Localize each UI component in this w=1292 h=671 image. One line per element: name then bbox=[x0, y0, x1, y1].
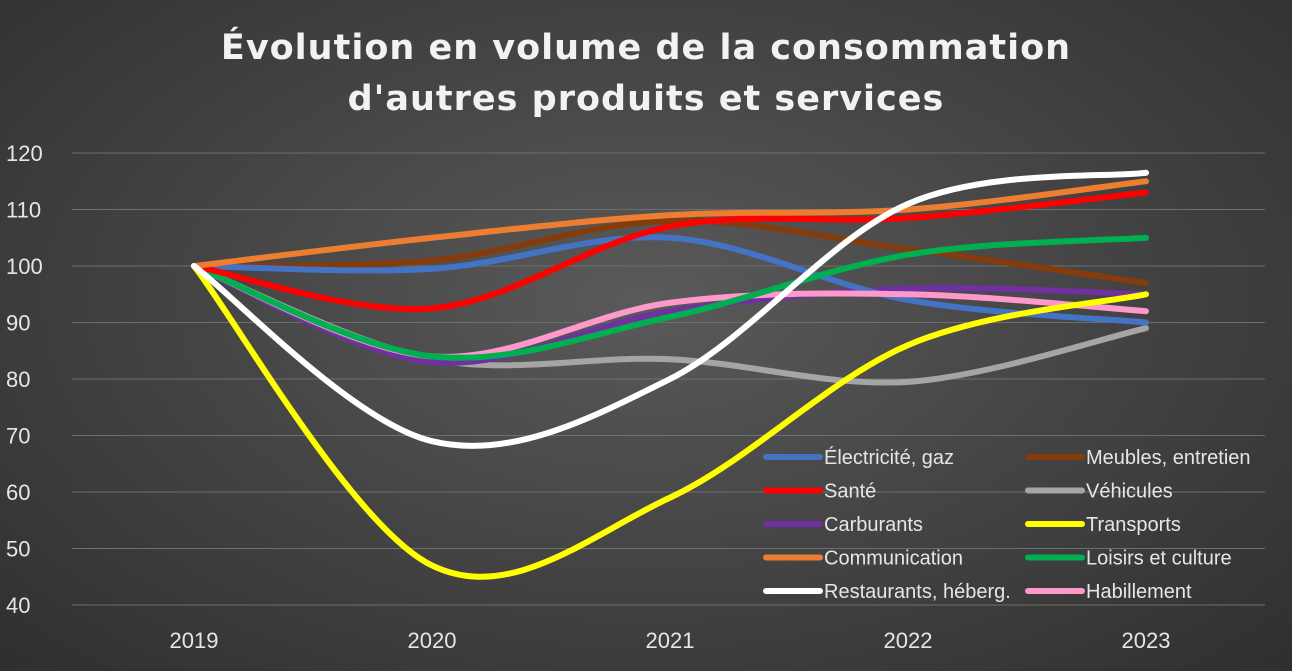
legend-label: Électricité, gaz bbox=[824, 446, 954, 469]
y-tick-label: 60 bbox=[6, 480, 30, 505]
series-line-electricite-gaz bbox=[191, 234, 1149, 326]
chart-title-line-1: Évolution en volume de la consommation bbox=[221, 26, 1071, 68]
y-tick-label: 50 bbox=[6, 537, 30, 562]
series-line-vehicules bbox=[191, 263, 1149, 386]
chart-title-line-2: d'autres produits et services bbox=[348, 79, 945, 119]
legend-label: Transports bbox=[1086, 514, 1181, 536]
y-tick-label: 110 bbox=[6, 198, 41, 223]
legend-label: Santé bbox=[824, 481, 876, 503]
x-axis-tick-labels: 2019 2020 2021 2022 2023 bbox=[170, 628, 1171, 653]
series-line-communication bbox=[191, 178, 1149, 269]
series-line-loisirs-et-culture bbox=[191, 234, 1149, 361]
legend-label: Carburants bbox=[824, 514, 923, 536]
y-tick-label: 40 bbox=[6, 593, 30, 618]
legend-label: Véhicules bbox=[1086, 481, 1173, 503]
series-line-meubles-entretien bbox=[191, 217, 1149, 286]
legend-label: Loisirs et culture bbox=[1086, 548, 1232, 570]
y-tick-label: 80 bbox=[6, 367, 30, 392]
series-line-transports bbox=[191, 263, 1149, 580]
y-axis-tick-labels: 40 50 60 70 80 90 100 110 120 bbox=[6, 141, 43, 618]
legend-label: Meubles, entretien bbox=[1086, 447, 1251, 469]
legend-label: Restaurants, héberg. bbox=[824, 581, 1011, 603]
y-tick-label: 70 bbox=[6, 424, 30, 449]
x-tick-label: 2020 bbox=[408, 628, 457, 653]
series-line-carburants bbox=[191, 263, 1149, 366]
y-tick-label: 90 bbox=[6, 311, 30, 336]
series-lines bbox=[191, 169, 1149, 580]
x-tick-label: 2023 bbox=[1122, 628, 1171, 653]
series-line-sante bbox=[191, 189, 1149, 313]
legend-label: Habillement bbox=[1086, 581, 1192, 603]
x-tick-label: 2022 bbox=[884, 628, 933, 653]
series-line-restaurants-heberg bbox=[191, 169, 1149, 449]
legend-label: Communication bbox=[824, 548, 963, 570]
x-tick-label: 2021 bbox=[646, 628, 695, 653]
y-tick-label: 100 bbox=[6, 254, 43, 279]
legend: Électricité, gaz Meubles, entretien Santé V… bbox=[763, 446, 1251, 603]
y-tick-label: 120 bbox=[6, 141, 43, 166]
x-tick-label: 2019 bbox=[170, 628, 219, 653]
